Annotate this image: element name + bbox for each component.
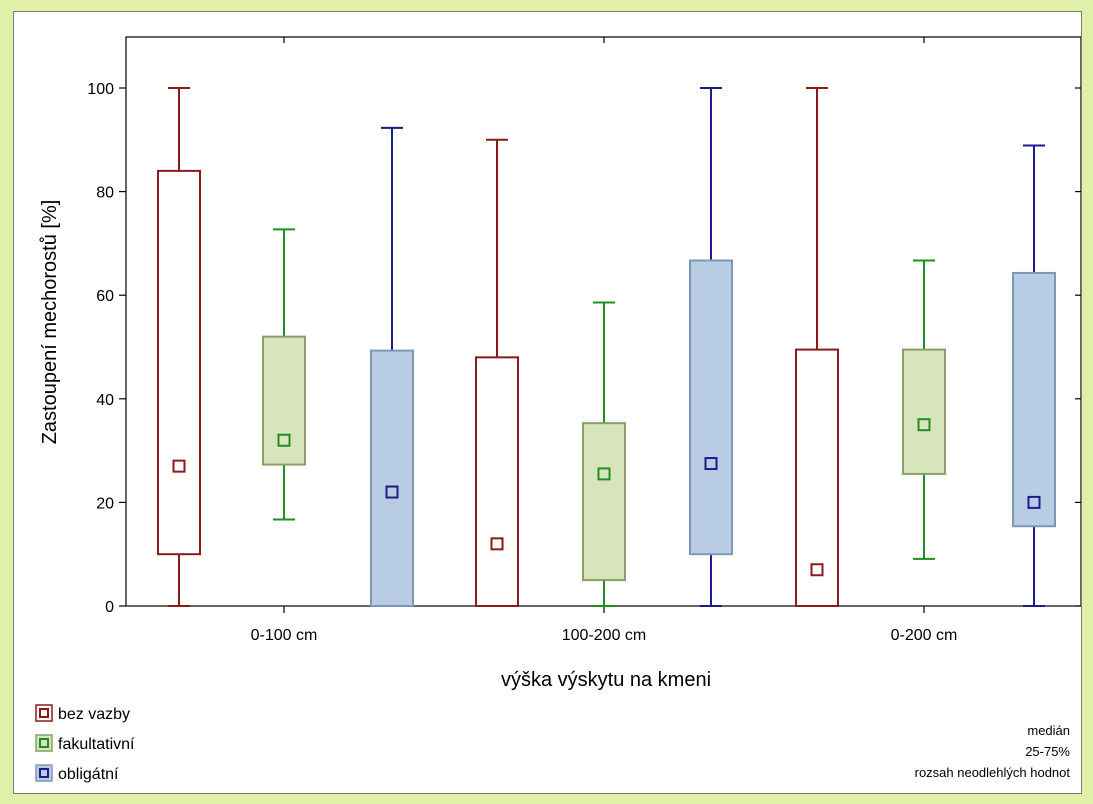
legend-note: medián [1027, 723, 1070, 738]
iqr-box [902, 348, 946, 475]
legend-swatch [35, 734, 53, 752]
x-tick-label: 100-200 cm [562, 627, 647, 644]
median-marker [385, 485, 399, 499]
y-tick-label: 80 [96, 185, 114, 202]
median-marker [490, 537, 504, 551]
x-axis-title: výška výskytu na kmeni [501, 669, 711, 691]
legend-marker [39, 768, 49, 778]
y-tick-label: 20 [96, 495, 114, 512]
box-plot-1-0 [262, 228, 306, 521]
y-axis-title: Zastoupení mechorostů [%] [39, 200, 61, 445]
median-marker [810, 563, 824, 577]
y-tick-label: 0 [105, 599, 114, 616]
iqr-box [262, 335, 306, 466]
box-plot-2-0 [370, 126, 414, 607]
legend-swatch [35, 704, 53, 722]
median-marker [597, 467, 611, 481]
legend-label: fakultativní [58, 736, 135, 753]
box-plot-2-2 [1012, 144, 1056, 607]
iqr-box [370, 349, 414, 607]
box-plot-0-0 [157, 87, 201, 607]
legend-note: rozsah neodlehlých hodnot [915, 765, 1071, 780]
y-tick-label: 100 [87, 81, 114, 98]
legend-notes: medián 25-75% rozsah neodlehlých hodnot [915, 723, 1071, 780]
iqr-box [795, 348, 839, 607]
y-tick-label: 60 [96, 288, 114, 305]
y-axis: 0 20 40 60 80 100 [87, 81, 1081, 616]
box-series [157, 87, 1056, 607]
iqr-box [475, 356, 519, 607]
legend: bez vazby fakultativní obligátní [35, 704, 135, 783]
iqr-box [582, 422, 626, 582]
legend-note: 25-75% [1025, 744, 1070, 759]
x-axis: 0-100 cm 100-200 cm 0-200 cm [251, 37, 958, 644]
median-marker [1027, 495, 1041, 509]
legend-swatch [35, 764, 53, 782]
chart-frame: 0 20 40 60 80 100 0-100 cm 100-200 cm 0-200 cm … [13, 11, 1082, 794]
y-tick-label: 40 [96, 392, 114, 409]
median-marker [172, 459, 186, 473]
legend-label: bez vazby [58, 706, 130, 723]
iqr-box [1012, 271, 1056, 528]
box-plot-1-2 [902, 259, 946, 560]
x-tick-label: 0-200 cm [891, 627, 958, 644]
box-plot-2-1 [689, 87, 733, 607]
legend-marker [39, 738, 49, 748]
box-plot-1-1 [582, 301, 626, 607]
median-marker [704, 457, 718, 471]
iqr-box [157, 169, 201, 556]
legend-marker [39, 708, 49, 718]
box-plot-0-1 [475, 138, 519, 607]
x-tick-label: 0-100 cm [251, 627, 318, 644]
median-marker [917, 418, 931, 432]
iqr-box [689, 259, 733, 556]
box-plot-0-2 [795, 87, 839, 607]
legend-label: obligátní [58, 766, 119, 783]
median-marker [277, 433, 291, 447]
